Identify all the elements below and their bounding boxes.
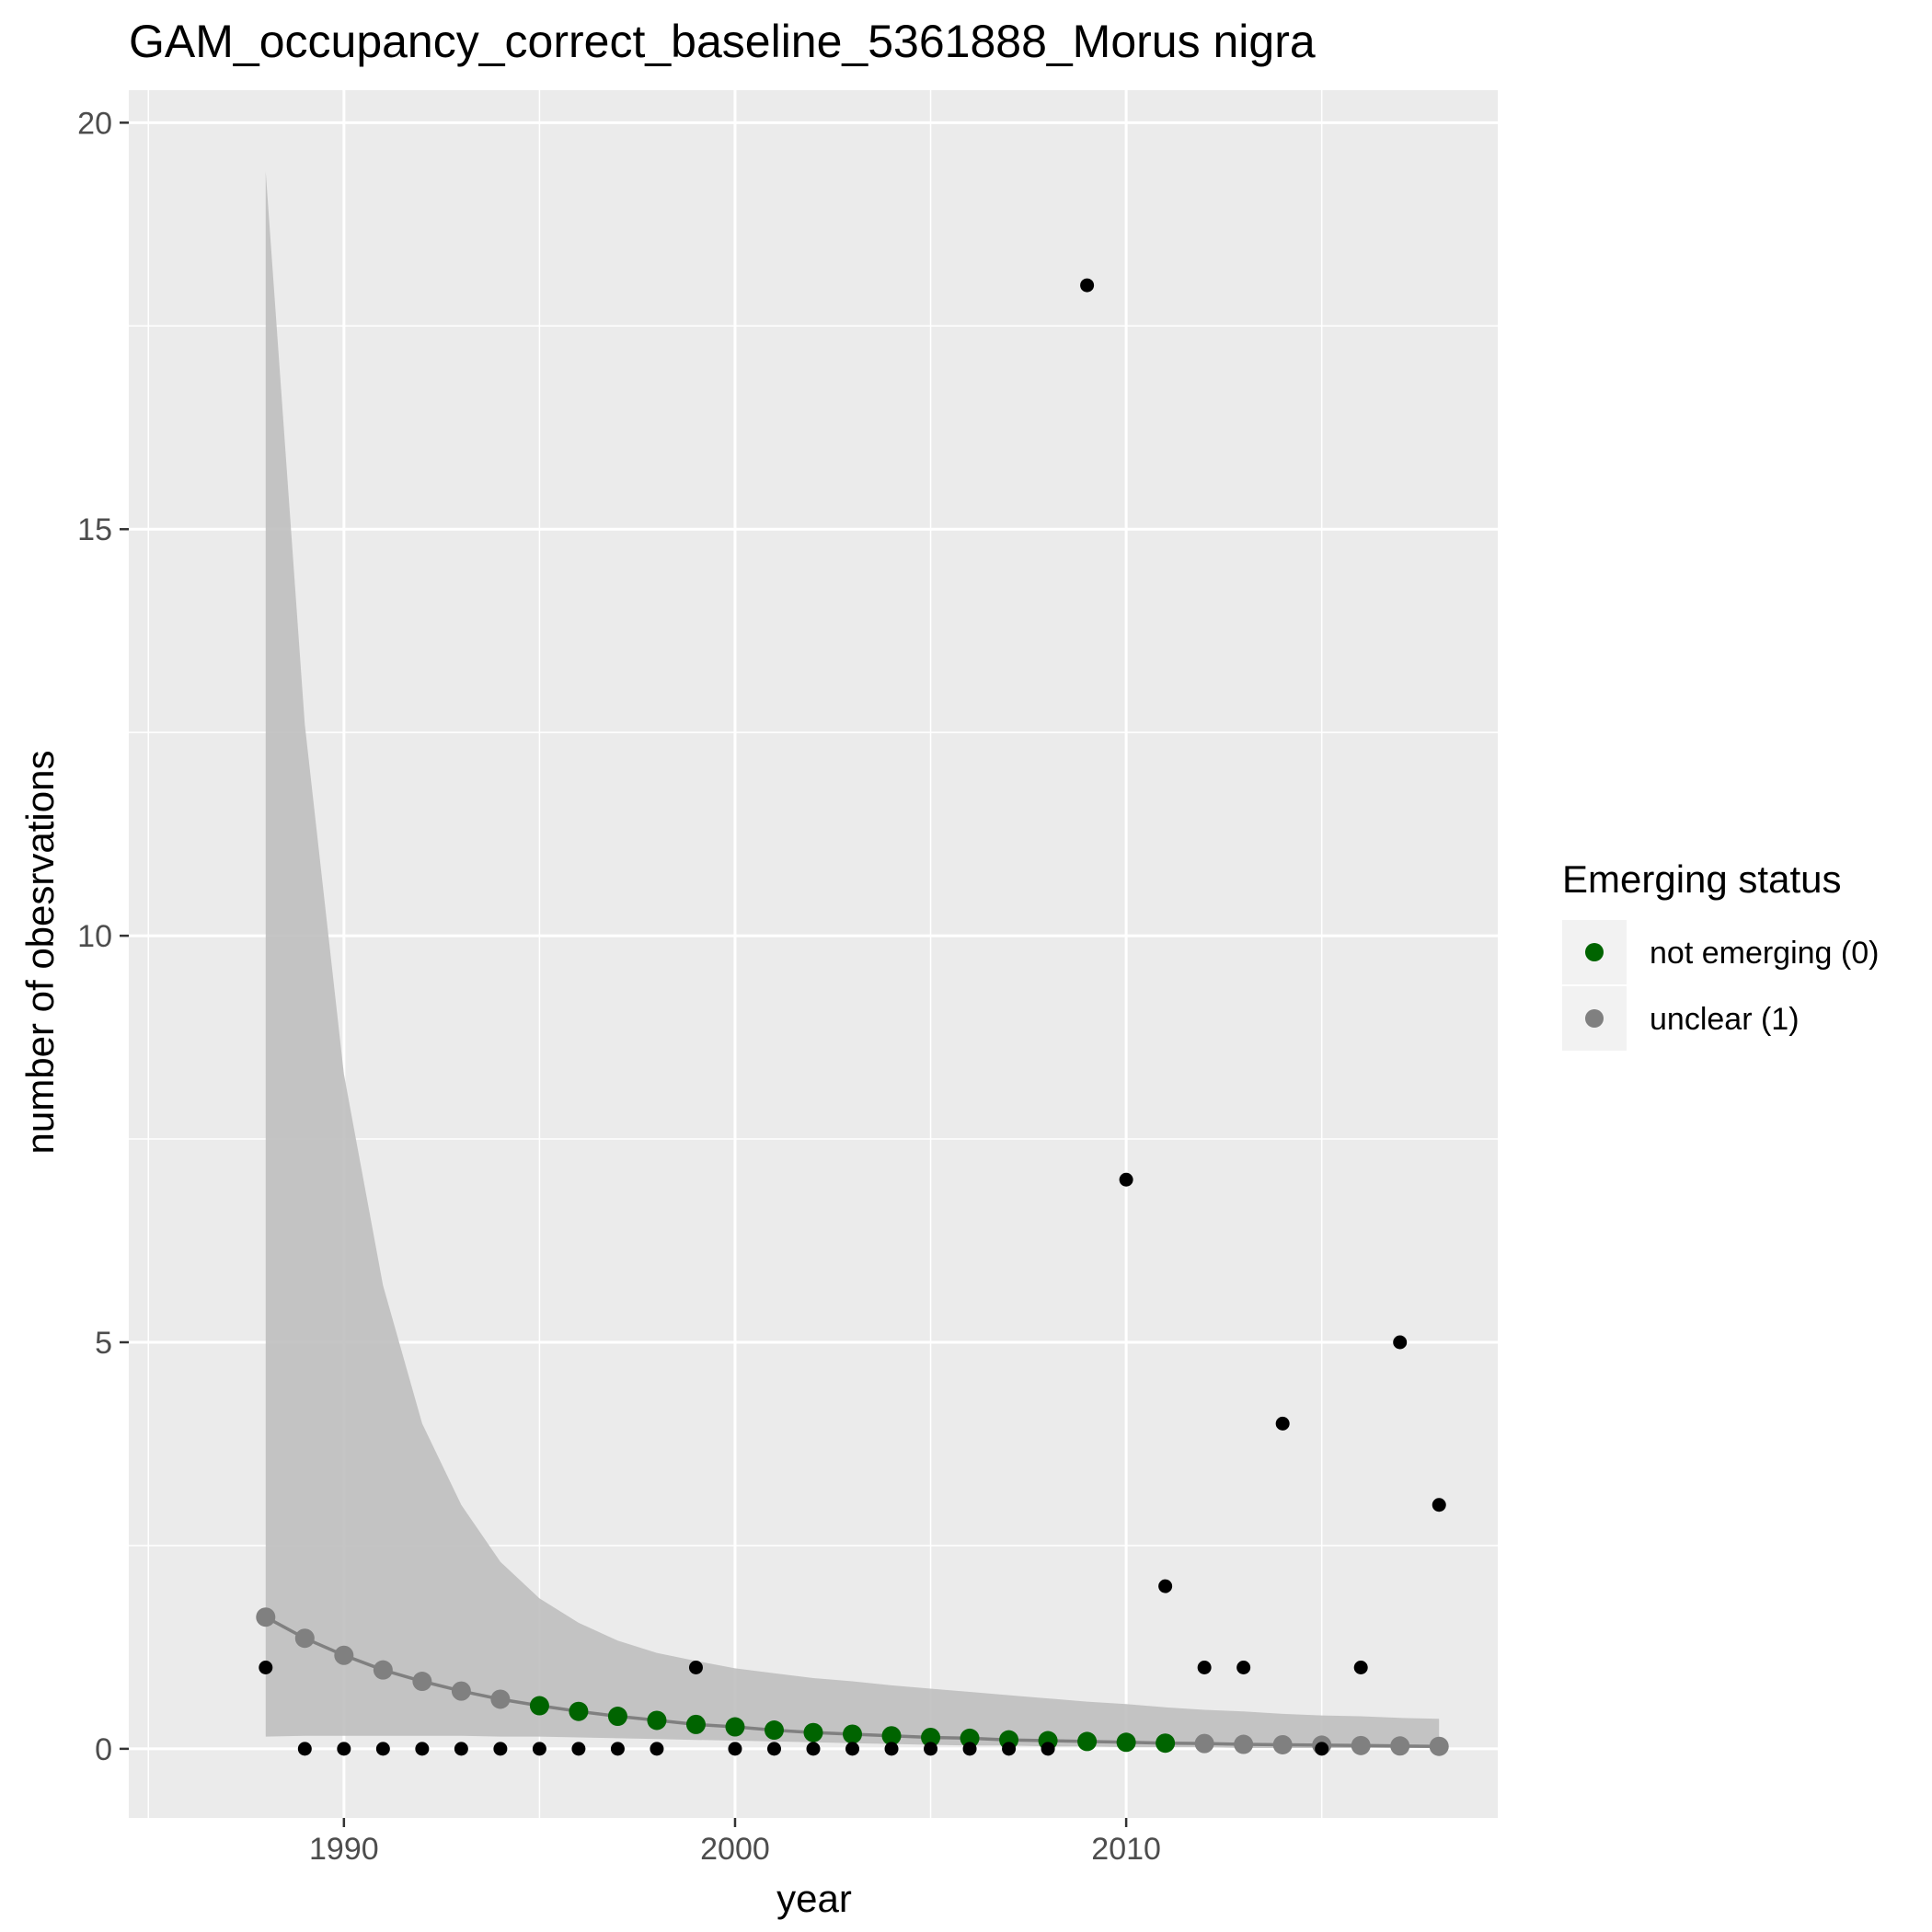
x-tick-label: 1990	[309, 1832, 379, 1867]
fitted-point	[960, 1728, 980, 1748]
observed-point	[1353, 1661, 1368, 1675]
fitted-point	[1390, 1736, 1410, 1756]
legend-label-unclear: unclear (1)	[1650, 1002, 1800, 1037]
observed-point	[884, 1742, 899, 1756]
y-tick-label: 10	[77, 919, 112, 954]
observed-point	[1315, 1742, 1329, 1756]
y-axis-title: number of obesrvations	[18, 751, 62, 1155]
y-tick-label: 5	[95, 1326, 112, 1361]
axes: 1990 2000 2010 0 5 10 15 20	[77, 106, 1161, 1867]
legend-label-not-emerging: not emerging (0)	[1650, 936, 1879, 971]
observed-point	[728, 1742, 742, 1756]
observed-point	[1080, 278, 1095, 293]
fitted-point	[412, 1672, 432, 1692]
confidence-ribbon	[265, 171, 1440, 1748]
fitted-point	[373, 1660, 393, 1680]
observed-point	[1393, 1335, 1408, 1350]
fitted-point	[256, 1607, 276, 1627]
grid-lines	[129, 90, 1498, 1818]
y-tick-label: 15	[77, 512, 112, 547]
x-axis-title: year	[776, 1877, 852, 1920]
fitted-point	[1194, 1733, 1214, 1754]
observed-point	[1236, 1661, 1251, 1675]
observed-point	[1197, 1661, 1212, 1675]
observed-point	[766, 1742, 781, 1756]
legend-dot-not-emerging	[1585, 943, 1604, 961]
observed-point	[650, 1742, 664, 1756]
observed-point	[1432, 1498, 1446, 1512]
fitted-point	[1351, 1735, 1371, 1755]
observed-point	[493, 1742, 508, 1756]
fitted-point	[803, 1722, 823, 1742]
x-tick-label: 2000	[700, 1832, 770, 1867]
fitted-point	[725, 1717, 745, 1737]
fitted-points	[256, 1607, 1449, 1756]
fitted-point	[1156, 1733, 1176, 1754]
observed-point	[688, 1661, 703, 1675]
observed-point	[845, 1742, 860, 1756]
observed-point	[337, 1742, 351, 1756]
fitted-point	[1234, 1734, 1254, 1754]
observed-point	[415, 1742, 430, 1756]
observed-point	[375, 1742, 390, 1756]
fitted-point	[569, 1701, 589, 1721]
observed-point	[1119, 1172, 1133, 1187]
fitted-point	[451, 1681, 471, 1701]
legend: Emerging status not emerging (0) unclear…	[1562, 857, 1879, 1051]
fitted-point	[647, 1710, 667, 1731]
observed-point	[962, 1742, 977, 1756]
fitted-point	[334, 1645, 354, 1665]
y-tick-label: 0	[95, 1732, 112, 1767]
fitted-point	[1272, 1734, 1293, 1754]
x-tick-label: 2010	[1091, 1832, 1161, 1867]
legend-dot-unclear	[1585, 1009, 1604, 1028]
chart-title: GAM_occupancy_correct_baseline_5361888_M…	[129, 16, 1316, 67]
observed-point	[924, 1742, 938, 1756]
observed-point	[806, 1742, 821, 1756]
fitted-point	[843, 1724, 863, 1744]
fitted-point	[881, 1726, 902, 1746]
fitted-point	[607, 1707, 627, 1727]
observed-point	[297, 1742, 312, 1756]
observed-points	[259, 278, 1446, 1756]
fitted-point	[529, 1696, 549, 1716]
fitted-point	[1116, 1732, 1136, 1753]
observed-point	[532, 1742, 546, 1756]
observed-point	[1002, 1742, 1017, 1756]
fitted-point	[1429, 1736, 1449, 1756]
observed-point	[571, 1742, 586, 1756]
observed-point	[1275, 1416, 1290, 1431]
fitted-point	[1077, 1731, 1098, 1752]
observed-point	[1158, 1579, 1173, 1593]
fitted-point	[764, 1720, 784, 1741]
y-tick-label: 20	[77, 106, 112, 141]
observed-point	[454, 1742, 468, 1756]
observed-point	[1041, 1742, 1055, 1756]
fitted-point	[921, 1728, 941, 1748]
confidence-ribbon-group	[265, 171, 1440, 1748]
observed-point	[610, 1742, 625, 1756]
legend-title: Emerging status	[1562, 857, 1841, 901]
fitted-point	[685, 1714, 706, 1734]
fitted-point	[490, 1689, 511, 1709]
observed-point	[259, 1661, 273, 1675]
fitted-point	[294, 1628, 315, 1649]
